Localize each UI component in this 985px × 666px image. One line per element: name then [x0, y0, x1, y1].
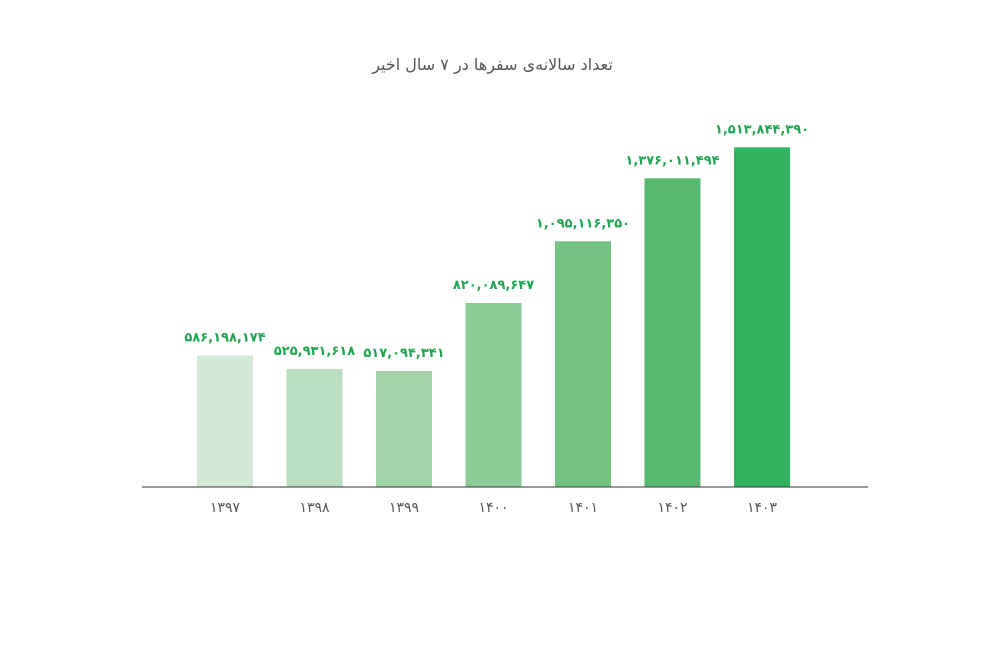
category-label-1: ۱۳۹۷ [210, 500, 241, 516]
category-label-7: ۱۴۰۳ [747, 500, 778, 516]
category-label-5: ۱۴۰۱ [568, 500, 598, 516]
bar-3 [376, 370, 432, 487]
value-label-2: ۵۲۵,۹۳۱,۶۱۸ [274, 344, 355, 359]
value-label-5: ۱,۰۹۵,۱۱۶,۳۵۰ [536, 216, 630, 231]
value-labels-layer: ۵۸۶,۱۹۸,۱۷۴ ۵۲۵,۹۳۱,۶۱۸ ۵۱۷,۰۹۴,۳۴۱ ۸۲۰,۰۸۹… [184, 122, 809, 361]
bar-6 [644, 178, 701, 487]
bars-layer [197, 147, 790, 487]
bar-2 [286, 368, 343, 487]
category-label-3: ۱۳۹۹ [389, 500, 419, 516]
bar-5 [555, 241, 611, 487]
value-label-1: ۵۸۶,۱۹۸,۱۷۴ [184, 330, 265, 345]
category-label-4: ۱۴۰۰ [478, 500, 508, 516]
bar-4 [465, 302, 522, 487]
bar-1 [197, 355, 253, 487]
value-label-7: ۱,۵۱۳,۸۴۴,۳۹۰ [715, 122, 809, 137]
category-label-2: ۱۳۹۸ [299, 500, 330, 516]
value-label-3: ۵۱۷,۰۹۴,۳۴۱ [363, 346, 444, 361]
bar-7 [734, 147, 790, 487]
value-label-6: ۱,۳۷۶,۰۱۱,۴۹۴ [625, 153, 719, 168]
chart-title: تعداد سالانه‌ی سفرها در ۷ سال اخیر [372, 55, 613, 74]
category-label-6: ۱۴۰۲ [657, 500, 687, 516]
category-labels-layer: ۱۳۹۷ ۱۳۹۸ ۱۳۹۹ ۱۴۰۰ ۱۴۰۱ ۱۴۰۲ ۱۴۰۳ [210, 500, 778, 516]
value-label-4: ۸۲۰,۰۸۹,۶۴۷ [453, 278, 534, 293]
